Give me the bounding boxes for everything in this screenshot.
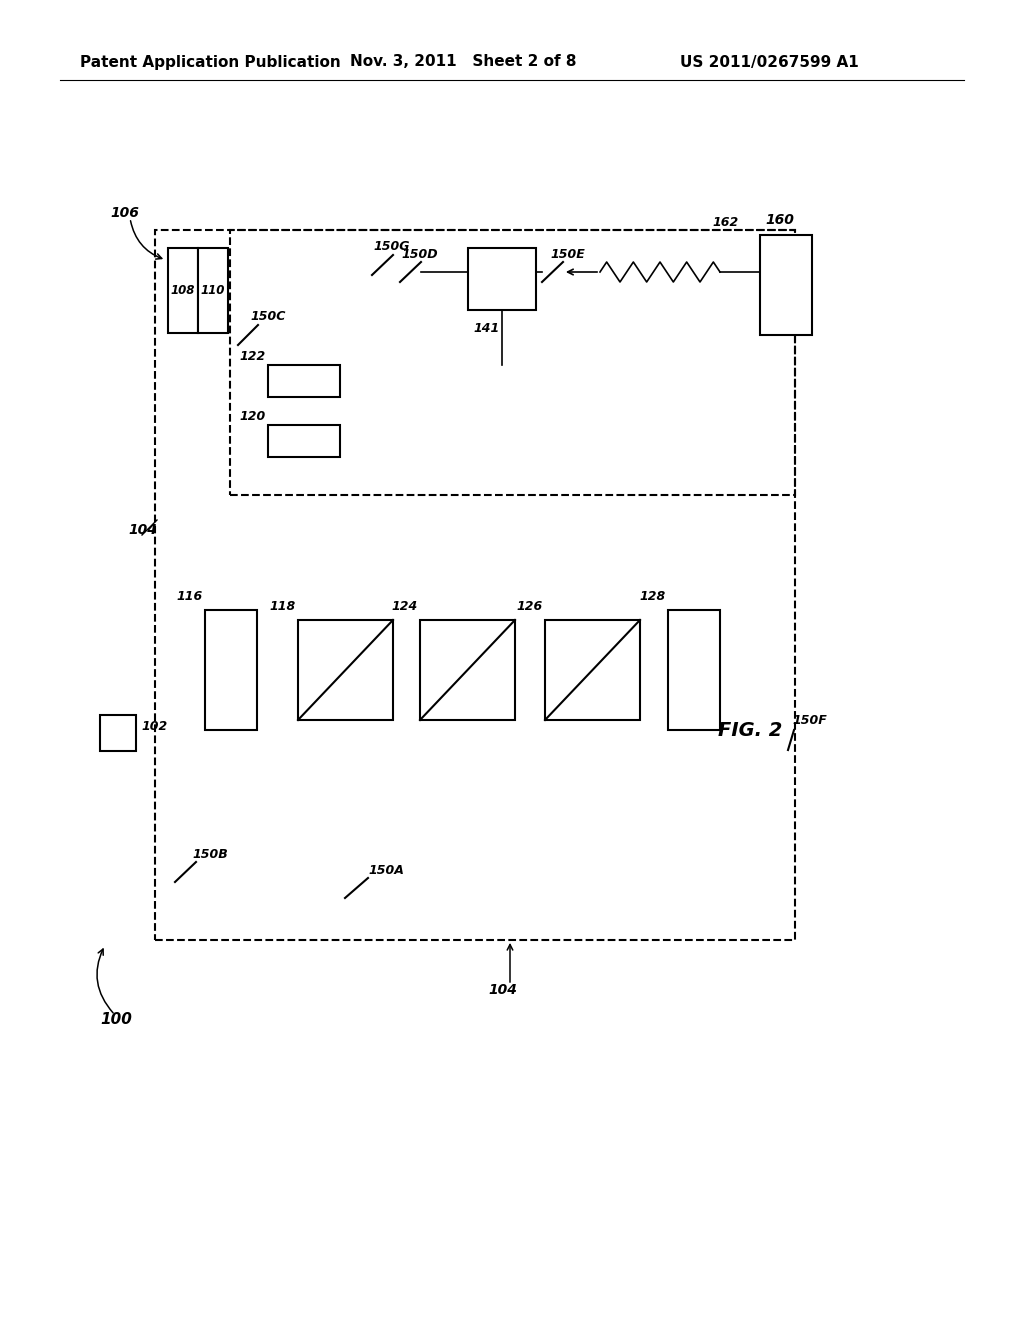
- Text: Patent Application Publication: Patent Application Publication: [80, 54, 341, 70]
- Text: 110: 110: [201, 284, 225, 297]
- Bar: [268, 425, 340, 457]
- Text: Nov. 3, 2011   Sheet 2 of 8: Nov. 3, 2011 Sheet 2 of 8: [350, 54, 577, 70]
- Text: 104: 104: [128, 523, 157, 537]
- Text: FIG. 2: FIG. 2: [718, 721, 782, 739]
- Text: 108: 108: [171, 284, 196, 297]
- Bar: [268, 366, 340, 397]
- Text: 102: 102: [141, 721, 167, 734]
- Text: 122: 122: [240, 351, 266, 363]
- Text: 150A: 150A: [368, 863, 403, 876]
- Text: 150C: 150C: [250, 309, 286, 322]
- Text: 128: 128: [640, 590, 666, 602]
- Bar: [205, 610, 257, 730]
- Text: 100: 100: [100, 1012, 132, 1027]
- Text: 150B: 150B: [193, 849, 227, 862]
- Bar: [198, 248, 228, 333]
- Text: 118: 118: [269, 599, 296, 612]
- Bar: [298, 620, 393, 719]
- Text: 106: 106: [110, 206, 139, 220]
- Text: 104: 104: [488, 983, 517, 997]
- Bar: [420, 620, 515, 719]
- Bar: [155, 230, 795, 940]
- Text: 150D: 150D: [401, 248, 437, 261]
- Bar: [545, 620, 640, 719]
- Text: 116: 116: [177, 590, 203, 602]
- Text: 120: 120: [240, 411, 266, 424]
- Text: 124: 124: [392, 599, 418, 612]
- Text: 150F: 150F: [792, 714, 826, 726]
- Bar: [668, 610, 720, 730]
- Bar: [100, 715, 136, 751]
- Text: 141: 141: [473, 322, 500, 334]
- Bar: [760, 235, 812, 335]
- Text: 160: 160: [765, 213, 794, 227]
- Text: 150G: 150G: [373, 240, 410, 253]
- Bar: [230, 230, 795, 495]
- Bar: [468, 248, 536, 310]
- Text: 162: 162: [712, 216, 738, 230]
- Text: 126: 126: [517, 599, 543, 612]
- Text: US 2011/0267599 A1: US 2011/0267599 A1: [680, 54, 859, 70]
- Bar: [168, 248, 198, 333]
- Text: 150E: 150E: [550, 248, 585, 261]
